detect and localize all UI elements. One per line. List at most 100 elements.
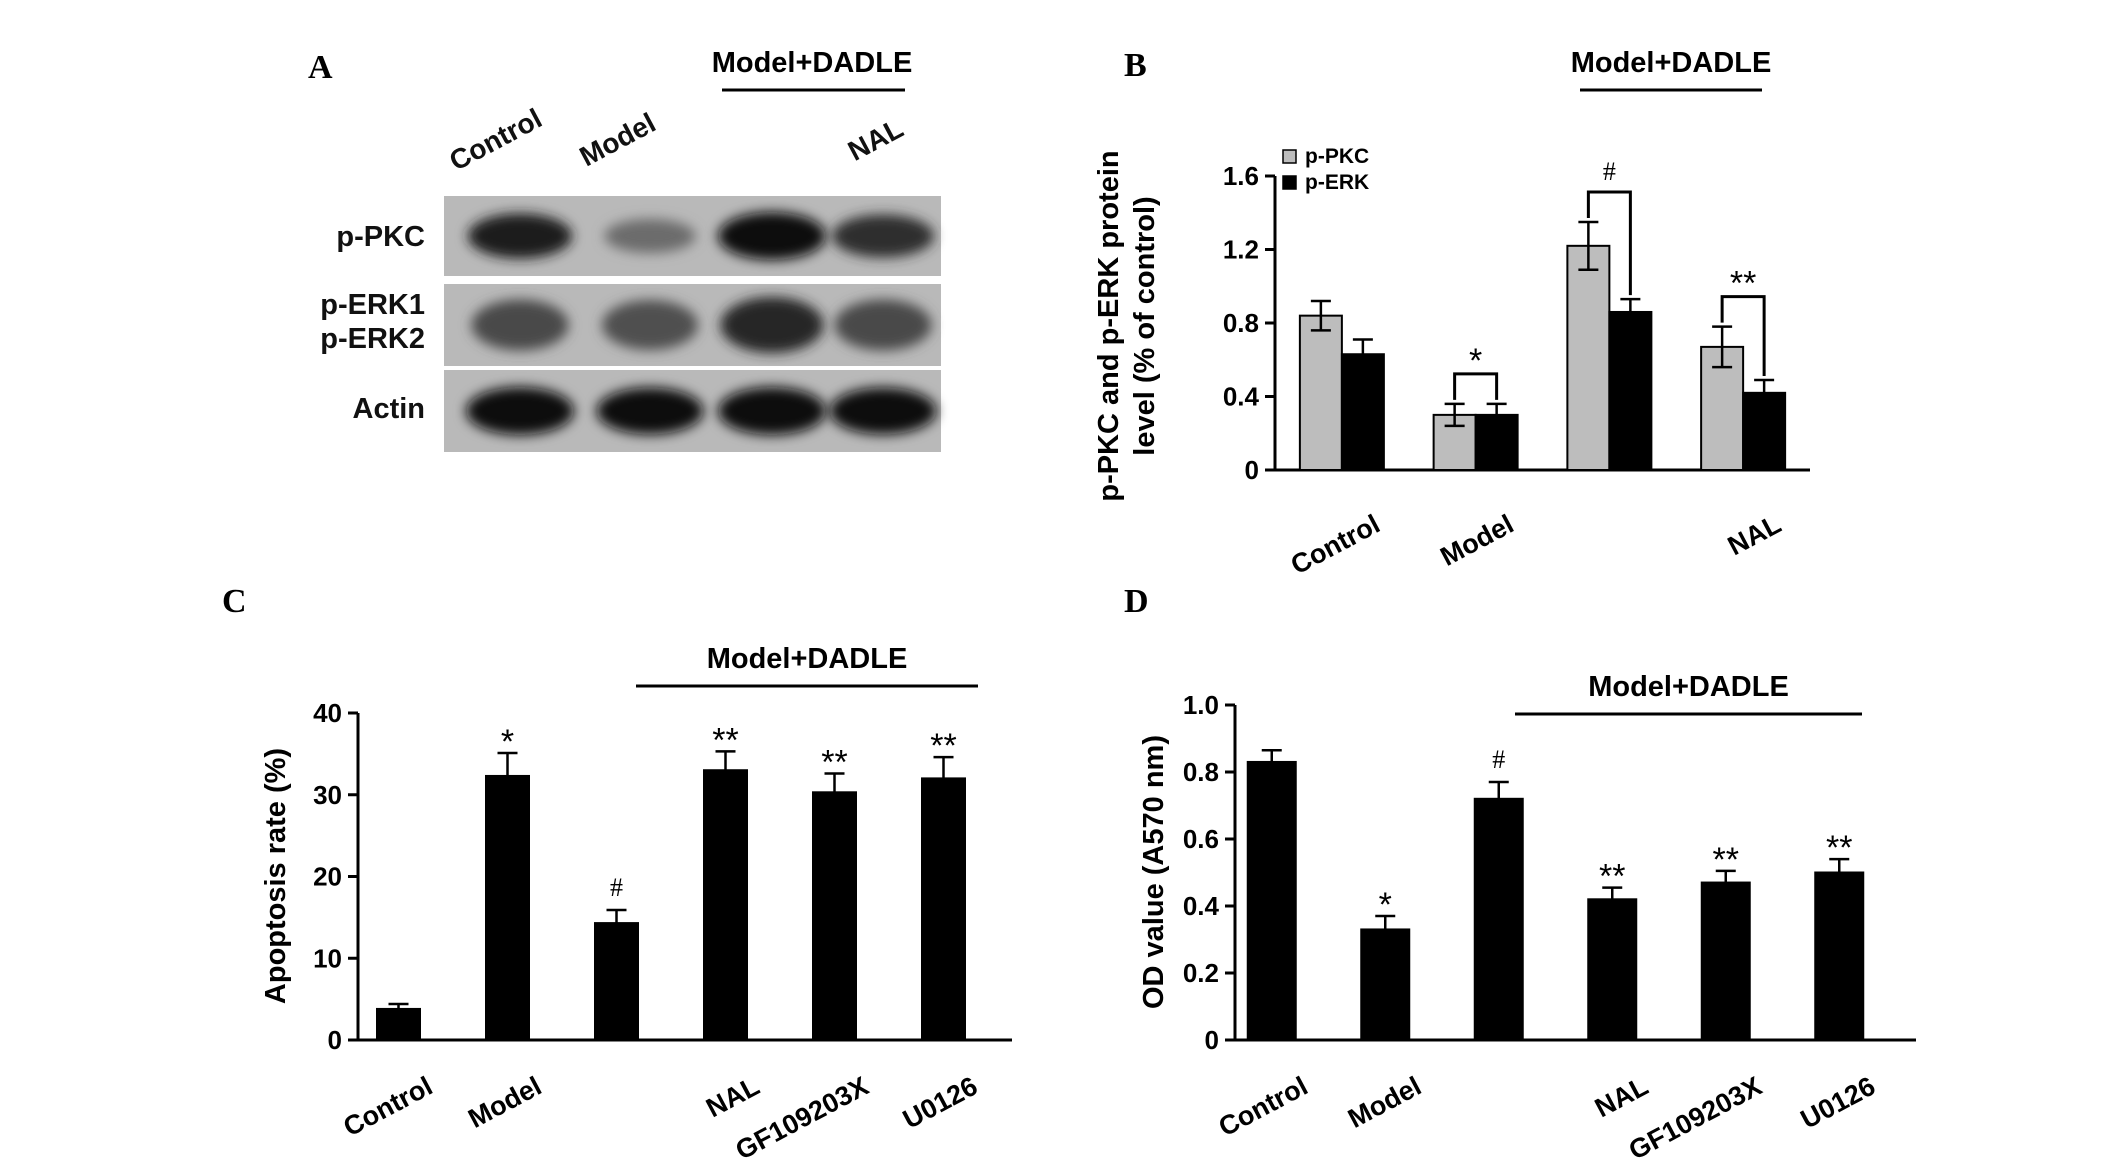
western-blot: Model+DADLE Control Model NAL p-PKC p-ERK1 p… [320,47,941,452]
y-tick-label: 0 [1245,455,1259,485]
x-category-label: Control [1286,509,1385,581]
significance-label: ** [821,743,847,781]
x-category-label: NAL [1590,1071,1653,1124]
bar [1700,881,1751,1041]
y-tick-label: 1.6 [1223,161,1259,191]
group-label-model-dadle: Model+DADLE [1571,47,1772,79]
legend-entry: p-PKC [1305,145,1369,168]
blot-lane-labels: Control Model NAL [444,103,908,177]
y-axis-title: OD value (A570 nm) [1138,735,1170,1009]
group-label-model-dadle: Model+DADLE [707,643,908,675]
x-category-label: Control [338,1071,437,1143]
bar [1473,797,1524,1041]
bar [1814,871,1865,1041]
blot-band [718,212,826,260]
y-axis-title-line: p-PKC and p-ERK protein [1093,150,1125,501]
y-tick-label: 1.0 [1183,690,1219,720]
y-tick-label: 0.8 [1223,308,1259,338]
y-tick-label: 0 [328,1025,342,1055]
significance-label: # [1603,157,1616,186]
legend-entry: p-ERK [1305,171,1369,194]
y-tick-label: 20 [313,862,342,892]
y-tick-label: 10 [313,943,342,973]
significance-label: * [1379,886,1392,924]
significance-label: # [610,873,623,902]
bar [921,777,966,1042]
blot-lane-label: Model [575,107,661,172]
blot-band [604,219,696,253]
blot-band [718,387,826,435]
x-category-label: Model [1343,1071,1426,1134]
y-tick-label: 1.2 [1223,235,1259,265]
panel-letter-a: A [308,49,333,86]
blot-row-label-line: p-PKC [336,221,425,253]
bar [594,922,639,1041]
significance-label: * [501,723,514,761]
blot-lane-label: Control [444,103,546,177]
y-tick-label: 0.8 [1183,757,1219,787]
blot-lane-label: NAL [843,112,908,166]
blot-row-label: Actin [353,393,426,425]
significance-label: ** [1599,858,1625,896]
chart-panel-d: 0 0.2 0.4 0.6 0.8 1.0 OD value (A570 nm) Model+… [1138,671,1916,1159]
bar [1608,310,1653,471]
bar [1587,898,1638,1041]
panel-letter-b: B [1124,47,1147,84]
bar [376,1007,421,1041]
bar [1360,928,1411,1042]
chart-panel-c: 0 10 20 30 40 Apoptosis rate (%) Model+DADLE Co… [260,643,1012,1159]
panel-letter-d: D [1124,583,1149,620]
blot-band [466,387,574,435]
y-tick-label: 0.2 [1183,958,1219,988]
x-category-label: Control [1214,1071,1313,1143]
group-label-model-dadle: Model+DADLE [1588,671,1789,703]
y-tick-label: 0.4 [1183,891,1220,921]
blot-band [720,297,824,353]
significance-label: ** [1713,841,1739,879]
bar [1340,353,1385,471]
bar [1246,760,1297,1041]
bar [1742,391,1787,472]
blot-rows: p-PKC p-ERK1 p-ERK2 Actin [320,196,941,452]
chart-panel-b: 0 0.4 0.8 1.2 1.6 p-PKC and p-ERK protein leve… [1093,47,1810,580]
blot-band [467,213,573,259]
y-axis-title: Apoptosis rate (%) [260,748,292,1004]
blot-row-label: p-PKC [336,221,425,253]
blot-row-label-line: Actin [353,393,426,425]
significance-label: ** [712,721,738,759]
legend-swatch [1282,175,1297,190]
blot-band [834,299,932,351]
bar [812,791,857,1041]
x-category-label: U0126 [898,1071,982,1135]
legend-swatch [1282,149,1297,164]
blot-band [596,387,704,435]
y-tick-label: 0.6 [1183,824,1219,854]
significance-bracket [1453,372,1499,400]
x-category-label: Model [463,1071,546,1134]
panel-letter-c: C [222,583,247,620]
bar [1298,314,1343,471]
y-axis-title: p-PKC and p-ERK protein level (% of contr… [1093,150,1161,501]
y-tick-label: 0 [1205,1025,1219,1055]
significance-label: # [1492,745,1505,774]
y-axis-title-line: level (% of control) [1129,196,1161,455]
blot-row-label-line: p-ERK2 [320,323,425,355]
x-category-label: U0126 [1796,1071,1880,1135]
blot-group-label: Model+DADLE [712,47,913,79]
y-tick-label: 40 [313,698,342,728]
blot-band [471,299,569,351]
significance-label: * [1469,342,1482,380]
blot-row-label: p-ERK1 p-ERK2 [320,289,425,355]
y-tick-label: 0.4 [1223,382,1260,412]
blot-band [829,387,937,435]
bar [703,769,748,1041]
blot-row-label-line: p-ERK1 [320,289,425,321]
x-category-label: NAL [1723,509,1786,562]
bar [1566,244,1611,471]
significance-label: ** [1826,829,1852,867]
significance-label: ** [930,727,956,765]
bar [485,774,530,1041]
significance-bracket [1586,190,1632,296]
significance-bracket [1720,295,1766,376]
